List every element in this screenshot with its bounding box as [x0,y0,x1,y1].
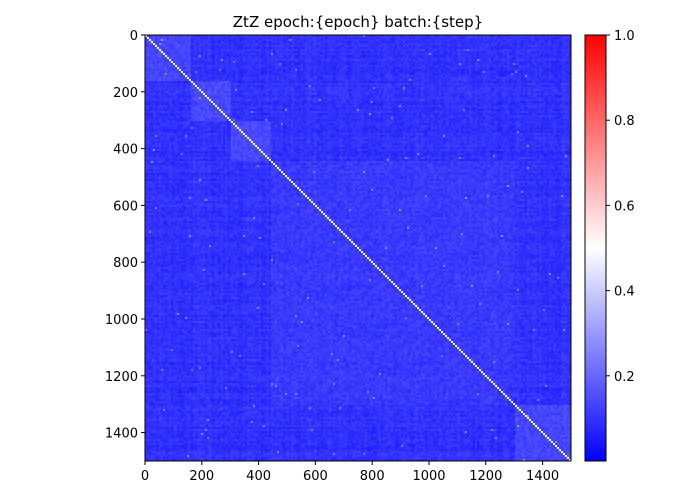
x-tick-label: 1200 [469,469,502,484]
x-axis: 0 200 400 600 800 1000 1200 1400 [141,461,559,484]
chart-title: ZtZ epoch:{epoch} batch:{step} [233,13,483,31]
y-tick-label: 400 [113,143,138,158]
heatmap-image-holder [145,35,571,461]
colorbar-tick-label: 1.0 [614,29,635,44]
x-tick-label: 1000 [412,469,445,484]
y-tick-label: 1000 [105,313,138,328]
x-tick-label: 0 [141,469,149,484]
x-tick-label: 600 [303,469,328,484]
y-tick-label: 1400 [105,427,138,442]
x-tick-label: 200 [189,469,214,484]
colorbar-tick-label: 0.2 [614,370,635,385]
colorbar: 0.2 0.4 0.6 0.8 1.0 [584,29,635,462]
y-axis: 0 200 400 600 800 1000 1200 1400 [105,29,145,442]
y-tick-label: 600 [113,199,138,214]
heatmap-matrix [145,35,571,461]
colorbar-tick-label: 0.4 [614,285,635,300]
plot-frame [144,34,572,462]
colorbar-gradient [584,34,607,462]
y-tick-label: 800 [113,256,138,271]
colorbar-ticks: 0.2 0.4 0.6 0.8 1.0 [606,29,635,385]
y-tick-label: 200 [113,86,138,101]
y-tick-label: 0 [130,29,138,44]
x-tick-label: 800 [360,469,385,484]
x-tick-label: 1400 [526,469,559,484]
x-tick-label: 400 [246,469,271,484]
colorbar-tick-label: 0.8 [614,114,635,129]
colorbar-tick-label: 0.6 [614,199,635,214]
heatmap-area [144,34,572,462]
y-tick-label: 1200 [105,370,138,385]
